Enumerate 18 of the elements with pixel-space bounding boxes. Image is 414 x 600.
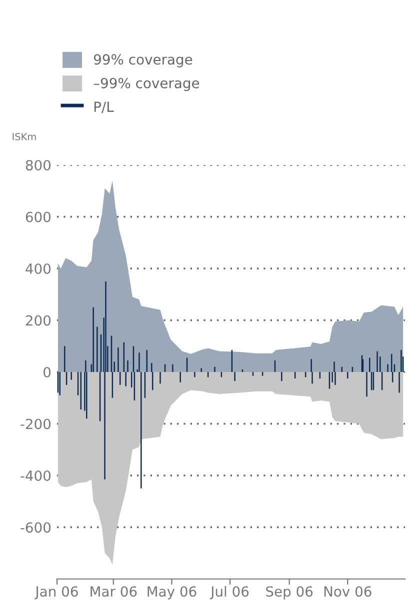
x-tick-label: Jul 06 (210, 586, 249, 600)
legend-label: –99% coverage (94, 78, 200, 92)
x-tick-label: Sep 06 (266, 586, 313, 600)
x-tick-label: Jan 06 (34, 586, 78, 600)
legend-label: P/L (94, 102, 114, 114)
legend-label: 99% coverage (94, 54, 192, 68)
y-tick-label: -600 (20, 522, 51, 533)
y-tick-label: 400 (26, 263, 51, 274)
y-tick-label: 600 (26, 212, 51, 222)
y-tick-label: 800 (26, 160, 51, 170)
x-tick-label: Mar 06 (90, 586, 137, 597)
x-tick-label: Nov 06 (324, 586, 372, 597)
y-axis-title: ISKm (12, 132, 36, 140)
y-tick-label: -200 (20, 418, 51, 430)
y-tick-label: 0 (44, 366, 51, 378)
y-tick-label: -400 (20, 470, 51, 481)
y-tick-label: 200 (26, 315, 51, 326)
x-tick-label: May 06 (148, 586, 196, 600)
